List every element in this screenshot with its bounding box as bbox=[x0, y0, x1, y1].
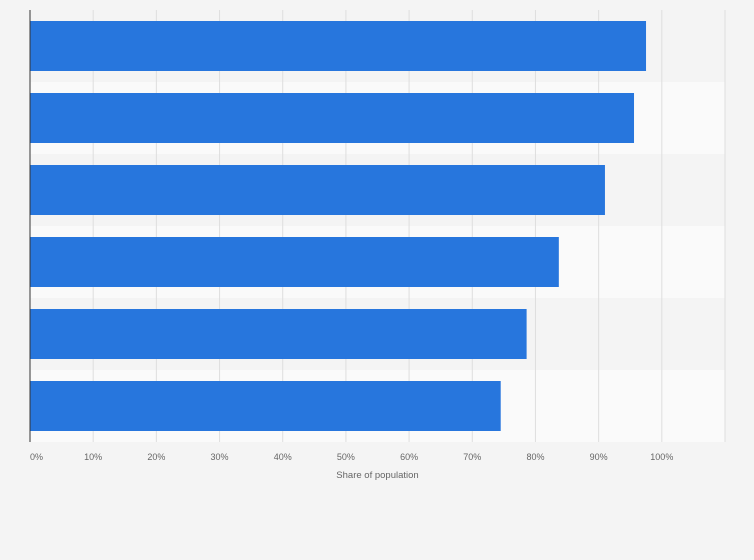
x-tick-label: 80% bbox=[526, 452, 544, 462]
x-tick-labels: 0% 10% 20% 30% 40% 50% 60% 70% 80% 90% 100% bbox=[30, 452, 673, 462]
x-tick-label: 10% bbox=[84, 452, 102, 462]
x-tick-label: 70% bbox=[463, 452, 481, 462]
row-bands bbox=[30, 10, 725, 442]
x-tick-label: 60% bbox=[400, 452, 418, 462]
x-tick-label: 20% bbox=[147, 452, 165, 462]
bar[interactable] bbox=[30, 381, 501, 431]
x-tick-label: 100% bbox=[650, 452, 673, 462]
gridlines bbox=[92, 10, 726, 442]
bar[interactable] bbox=[30, 237, 559, 287]
bar[interactable] bbox=[30, 309, 527, 359]
x-tick-label: 0% bbox=[30, 452, 43, 462]
bar[interactable] bbox=[30, 21, 647, 71]
x-tick-label: 90% bbox=[590, 452, 608, 462]
bars bbox=[30, 21, 647, 431]
x-axis-title: Share of population bbox=[336, 470, 418, 481]
x-tick-label: 50% bbox=[337, 452, 355, 462]
x-tick-label: 30% bbox=[211, 452, 229, 462]
x-tick-label: 40% bbox=[274, 452, 292, 462]
bar[interactable] bbox=[30, 93, 635, 143]
bar[interactable] bbox=[30, 165, 605, 215]
